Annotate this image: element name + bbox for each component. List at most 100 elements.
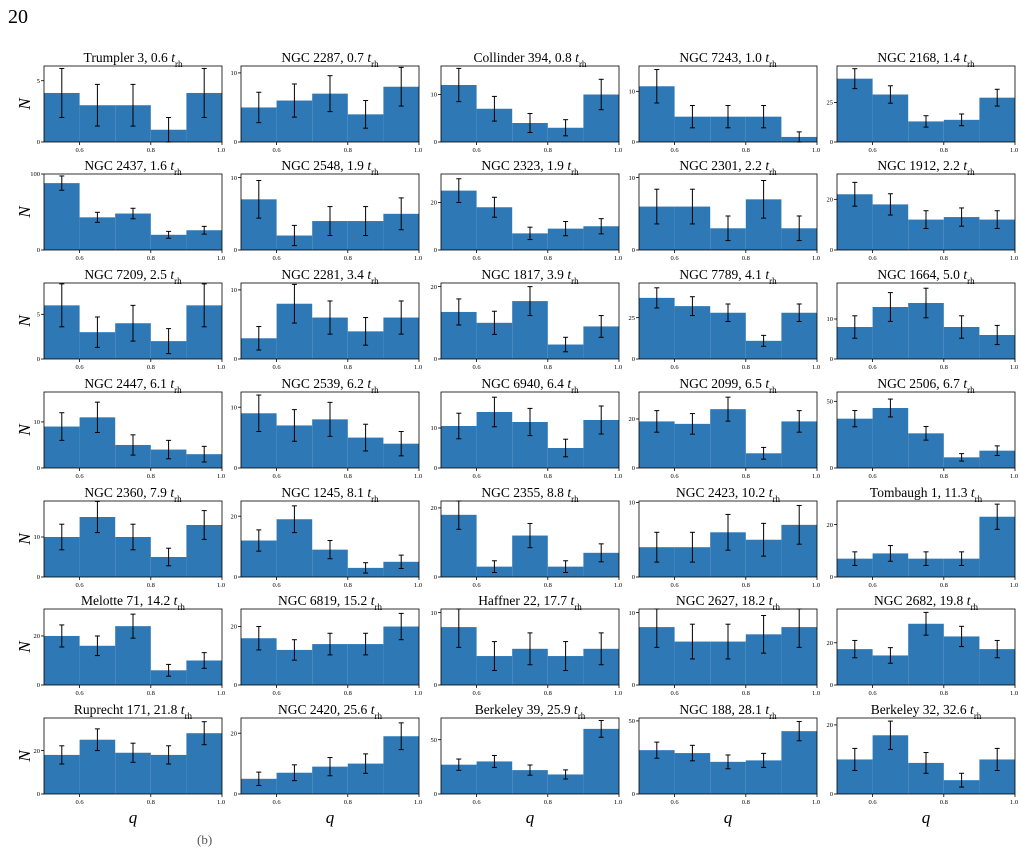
panel-title: Trumpler 3, 0.6 trh	[84, 50, 183, 69]
x-tick-label: 1.0	[812, 799, 820, 806]
panel-frame	[836, 391, 1016, 469]
y-tick-label: 0	[830, 574, 833, 581]
x-tick-label: 0.6	[76, 255, 85, 262]
panel-title: NGC 7243, 1.0 trh	[679, 50, 777, 69]
histogram-bar	[547, 774, 584, 794]
y-tick-label: 0	[434, 247, 437, 254]
y-tick-label: 5	[37, 311, 40, 318]
y-tick-label: 20	[34, 748, 41, 755]
histogram-bar	[241, 778, 277, 794]
panel-title: NGC 2627, 18.2 trh	[676, 593, 780, 612]
x-tick-label: 1.0	[217, 473, 225, 480]
x-tick-label: 0.8	[940, 473, 948, 480]
x-tick-label: 1.0	[1010, 690, 1018, 697]
x-tick-label: 0.8	[147, 582, 155, 589]
panel-frame	[440, 717, 620, 795]
y-tick-label: 10	[431, 425, 438, 432]
x-tick-label: 0.8	[940, 364, 948, 371]
panel-frame	[240, 500, 420, 578]
y-tick-label: 25	[827, 100, 834, 107]
y-tick-label: 20	[231, 513, 238, 520]
y-tick-label: 0	[632, 465, 635, 472]
y-tick-label: 10	[34, 534, 41, 541]
x-tick-label: 0.6	[869, 147, 878, 154]
panel-frame	[836, 500, 1016, 578]
x-tick-label: 0.8	[940, 255, 948, 262]
histogram-bar	[547, 228, 584, 250]
y-axis-label: N	[15, 640, 34, 654]
x-tick-label: 0.8	[147, 147, 155, 154]
y-tick-label: 10	[431, 92, 438, 99]
panel-title: NGC 6819, 15.2 trh	[278, 593, 382, 612]
panel-frame	[43, 65, 223, 143]
x-tick-label: 0.6	[473, 799, 482, 806]
x-tick-label: 0.6	[473, 473, 482, 480]
x-tick-label: 0.8	[344, 255, 352, 262]
x-tick-label: 0.6	[671, 147, 680, 154]
histogram-bar	[512, 233, 548, 250]
x-tick-label: 0.8	[544, 364, 552, 371]
panel-title: Berkeley 39, 25.9 trh	[475, 702, 586, 721]
x-tick-label: 0.8	[742, 473, 750, 480]
x-tick-label: 0.8	[544, 582, 552, 589]
x-tick-label: 0.6	[671, 690, 680, 697]
y-tick-label: 10	[629, 500, 636, 507]
y-tick-label: 10	[231, 287, 238, 294]
panel-title: NGC 7789, 4.1 trh	[679, 267, 777, 286]
y-tick-label: 0	[632, 574, 635, 581]
x-tick-label: 1.0	[217, 690, 225, 697]
y-tick-label: 0	[37, 682, 40, 689]
x-tick-label: 0.8	[544, 473, 552, 480]
x-tick-label: 1.0	[217, 364, 225, 371]
x-tick-label: 0.8	[344, 147, 352, 154]
x-tick-label: 0.8	[147, 799, 155, 806]
y-tick-label: 0	[632, 139, 635, 146]
y-tick-label: 10	[231, 404, 238, 411]
x-tick-label: 1.0	[414, 364, 422, 371]
y-axis-label: N	[15, 205, 34, 219]
y-axis-label: N	[15, 423, 34, 437]
x-tick-label: 0.6	[273, 364, 282, 371]
x-tick-label: 1.0	[414, 147, 422, 154]
x-axis-label: q	[922, 808, 931, 827]
y-tick-label: 0	[234, 791, 237, 798]
y-tick-label: 50	[629, 718, 636, 725]
y-tick-label: 10	[629, 89, 636, 96]
panel-title: NGC 2423, 10.2 trh	[676, 485, 780, 504]
x-tick-label: 0.8	[742, 255, 750, 262]
panel-frame	[43, 717, 223, 795]
x-tick-label: 1.0	[812, 255, 820, 262]
caption-fragment: (b)	[197, 832, 213, 847]
panel-title: NGC 2287, 0.7 trh	[281, 50, 379, 69]
y-tick-label: 0	[434, 682, 437, 689]
panel-title: NGC 6940, 6.4 trh	[481, 376, 579, 395]
x-tick-label: 1.0	[414, 473, 422, 480]
x-tick-label: 0.6	[473, 147, 482, 154]
panel-title: NGC 2447, 6.1 trh	[84, 376, 182, 395]
y-tick-label: 0	[37, 139, 40, 146]
panel-title: Ruprecht 171, 21.8 trh	[74, 702, 193, 721]
x-tick-label: 0.8	[544, 799, 552, 806]
x-tick-label: 0.8	[344, 799, 352, 806]
panel-title: Tombaugh 1, 11.3 trh	[870, 485, 983, 504]
x-tick-label: 0.6	[273, 255, 282, 262]
y-tick-label: 0	[37, 791, 40, 798]
x-tick-label: 0.8	[147, 690, 155, 697]
y-tick-label: 10	[231, 175, 238, 182]
x-tick-label: 1.0	[414, 799, 422, 806]
x-tick-label: 1.0	[217, 255, 225, 262]
x-tick-label: 1.0	[614, 364, 622, 371]
x-tick-label: 0.6	[76, 582, 85, 589]
x-tick-label: 0.6	[671, 582, 680, 589]
histogram-bar	[115, 213, 151, 250]
y-tick-label: 0	[830, 139, 833, 146]
x-tick-label: 0.8	[742, 364, 750, 371]
x-tick-label: 0.8	[544, 255, 552, 262]
x-tick-label: 1.0	[1010, 799, 1018, 806]
y-tick-label: 10	[629, 175, 636, 182]
x-tick-label: 0.8	[344, 364, 352, 371]
x-tick-label: 0.6	[671, 255, 680, 262]
x-tick-label: 1.0	[812, 690, 820, 697]
panel-title: NGC 2360, 7.9 trh	[84, 485, 182, 504]
x-tick-label: 1.0	[812, 582, 820, 589]
